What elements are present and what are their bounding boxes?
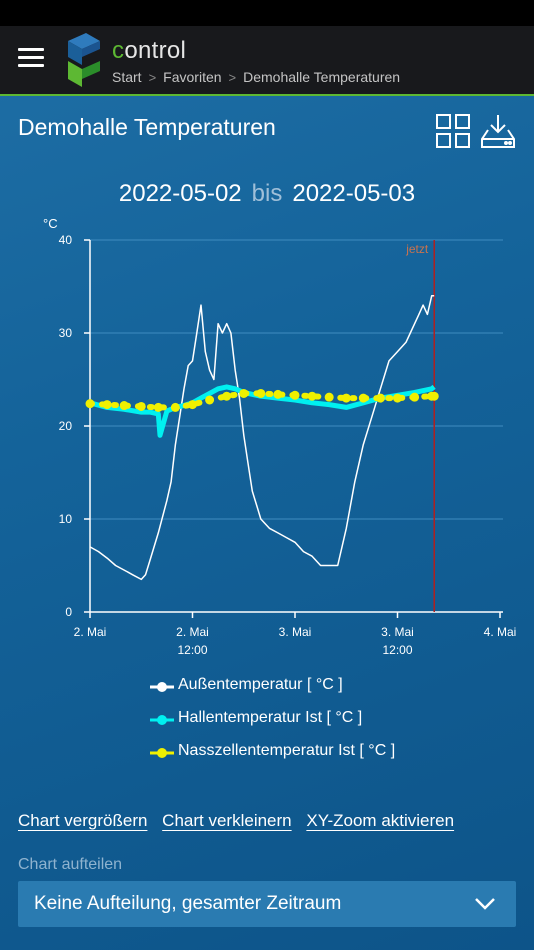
download-icon[interactable] xyxy=(479,112,517,150)
app-title-accent: c xyxy=(112,37,125,64)
date-from[interactable]: 2022-05-02 xyxy=(118,180,242,207)
breadcrumb: Start > Favoriten > Demohalle Temperaturen xyxy=(112,69,400,85)
split-select-value: Keine Aufteilung, gesamter Zeitraum xyxy=(34,893,342,914)
series-nasszelle-point xyxy=(324,392,334,402)
split-label: Chart aufteilen xyxy=(18,856,123,873)
series-nasszelle-line xyxy=(87,390,438,411)
x-tick-label: 4. Mai xyxy=(484,625,517,639)
breadcrumb-favoriten[interactable]: Favoriten xyxy=(163,69,222,85)
y-tick-label: 0 xyxy=(65,605,72,619)
series-nasszelle-point xyxy=(153,402,163,412)
legend-marker-cyan xyxy=(150,715,174,725)
series-aussen-line xyxy=(89,295,435,581)
app-bar: control Start > Favoriten > Demohalle Temper… xyxy=(0,26,534,96)
grid-view-icon[interactable] xyxy=(435,113,471,149)
date-separator: bis xyxy=(251,180,283,207)
series-nasszelle-point xyxy=(119,401,129,411)
series-nasszelle-point xyxy=(393,393,402,403)
series-nasszelle-point xyxy=(290,390,300,400)
x-tick-label: 2. Mai xyxy=(176,625,209,639)
y-tick-label: 30 xyxy=(59,326,73,340)
y-tick-label: 20 xyxy=(59,419,73,433)
y-tick-label: 10 xyxy=(59,512,73,526)
y-tick-label: 40 xyxy=(59,233,73,247)
x-tick-label: 2. Mai xyxy=(74,625,107,639)
x-tick-label-time: 12:00 xyxy=(177,643,207,657)
y-axis-unit: °C xyxy=(43,216,58,231)
legend-label: Nasszellentemperatur Ist [ °C ] xyxy=(178,742,396,759)
app-title: control xyxy=(112,37,186,65)
chevron-down-icon xyxy=(475,898,495,910)
series-nasszelle-point xyxy=(85,399,95,409)
x-tick-label: 3. Mai xyxy=(279,625,312,639)
app-title-rest: ontrol xyxy=(124,37,187,64)
chart-shrink-link[interactable]: Chart verkleinern xyxy=(162,811,292,830)
series-nasszelle-point xyxy=(222,391,232,401)
legend-label: Hallentemperatur Ist [ °C ] xyxy=(178,709,363,726)
date-range: 2022-05-02 bis 2022-05-03 xyxy=(0,180,534,208)
series-nasszelle-point xyxy=(429,391,439,401)
chart-actions: Chart vergrößern Chart verkleinern XY-Zo… xyxy=(18,811,464,831)
series-nasszelle-point xyxy=(410,392,420,402)
chart-enlarge-link[interactable]: Chart vergrößern xyxy=(18,811,148,830)
page-title: Demohalle Temperaturen xyxy=(18,114,276,140)
split-select[interactable]: Keine Aufteilung, gesamter Zeitraum xyxy=(18,881,516,927)
now-marker-label: jetzt xyxy=(405,242,429,256)
series-nasszelle-point xyxy=(102,400,112,410)
series-nasszelle-point xyxy=(170,402,180,412)
breadcrumb-current: Demohalle Temperaturen xyxy=(243,69,401,85)
x-tick-label: 3. Mai xyxy=(381,625,414,639)
legend-marker-yellow xyxy=(150,748,174,758)
series-nasszelle-point xyxy=(358,393,368,403)
x-tick-label-time: 12:00 xyxy=(382,643,412,657)
series-nasszelle-point xyxy=(205,395,215,405)
xy-zoom-link[interactable]: XY-Zoom aktivieren xyxy=(306,811,455,830)
temperature-chart[interactable]: °C 0 10 20 30 40 2. Mai 2. Mai 12:00 3. Mai 3. Mai… xyxy=(0,205,534,675)
chevron-right-icon: > xyxy=(228,70,237,85)
series-nasszelle-point xyxy=(136,401,146,411)
series-nasszelle-point xyxy=(256,388,266,398)
menu-icon[interactable] xyxy=(18,48,44,70)
series-nasszelle-point xyxy=(273,389,283,399)
status-bar xyxy=(0,0,534,26)
breadcrumb-start[interactable]: Start xyxy=(112,69,142,85)
series-halle-line xyxy=(89,384,436,438)
legend-label: Außentemperatur [ °C ] xyxy=(178,676,343,693)
date-to[interactable]: 2022-05-03 xyxy=(292,180,416,207)
series-nasszelle-point xyxy=(239,388,249,398)
series-nasszelle-point xyxy=(341,393,351,403)
series-nasszelle-point xyxy=(375,393,385,403)
legend-marker-white xyxy=(150,682,174,692)
app-logo xyxy=(68,33,100,87)
series-nasszelle-point xyxy=(307,391,317,401)
chevron-right-icon: > xyxy=(148,70,157,85)
series-nasszelle-point xyxy=(188,400,197,410)
